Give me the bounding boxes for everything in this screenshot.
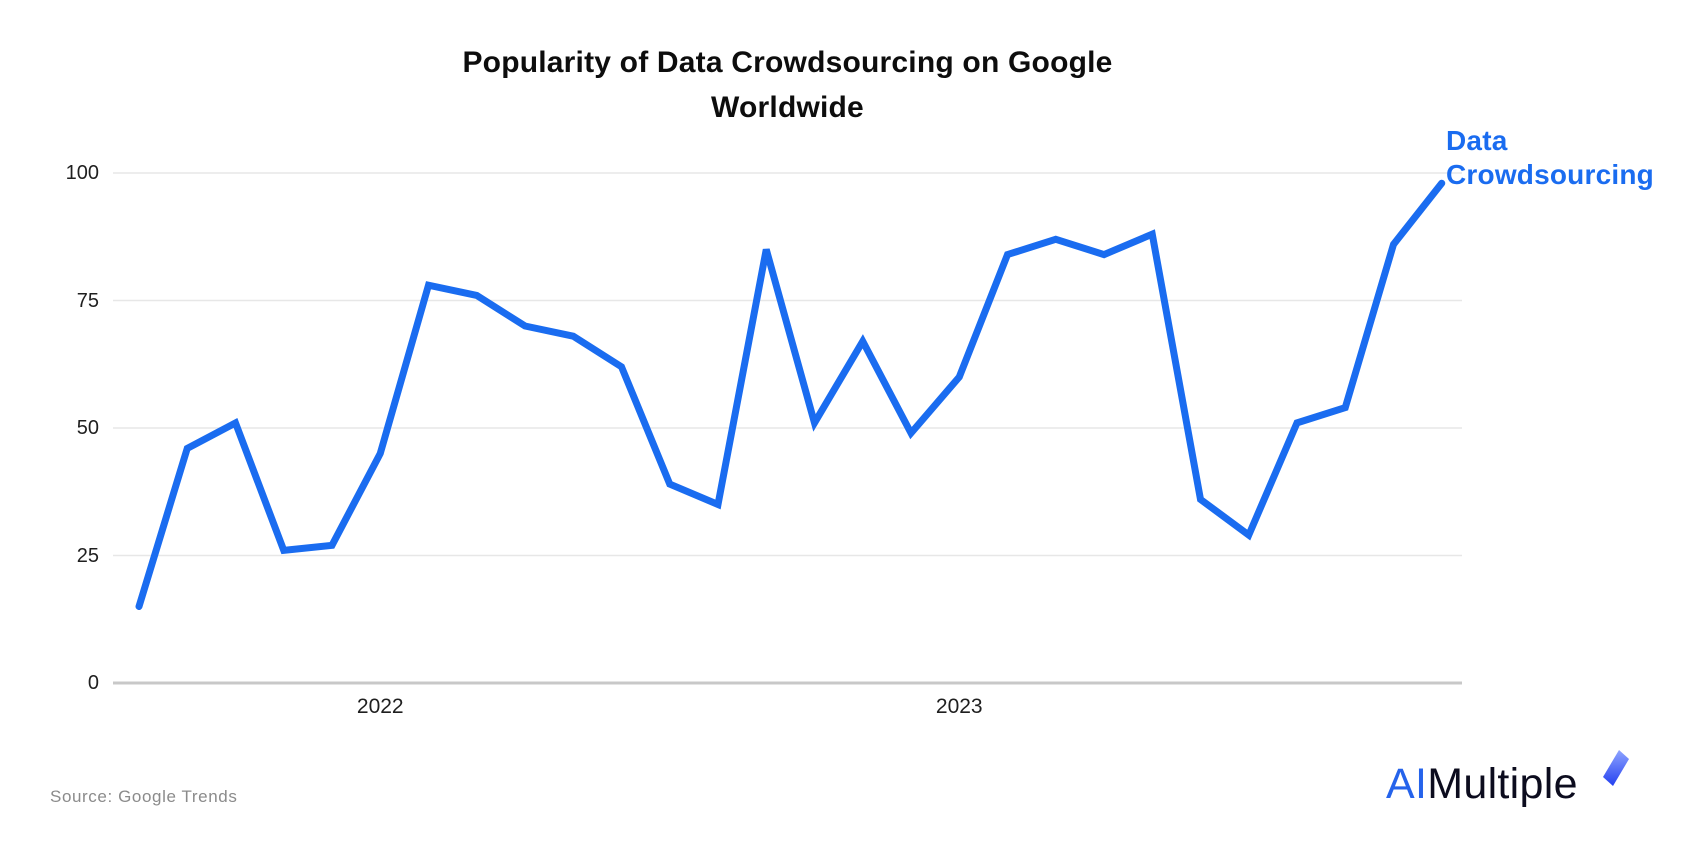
y-tick-label: 0 bbox=[87, 672, 99, 694]
x-tick-label: 2023 bbox=[935, 695, 983, 718]
logo-lightning-bolt-icon bbox=[1603, 750, 1629, 786]
x-tick-label: 2022 bbox=[356, 695, 404, 718]
source-caption: Source: Google Trends bbox=[50, 787, 238, 806]
legend-line1: Data bbox=[1446, 125, 1508, 156]
chart-title-line2: Worldwide bbox=[711, 91, 864, 124]
logo-text-ai: AI bbox=[1386, 760, 1428, 808]
brand-logo: AIMultiple bbox=[1386, 750, 1629, 812]
y-tick-label: 100 bbox=[65, 162, 99, 184]
logo-text-multiple: Multiple bbox=[1427, 760, 1578, 808]
series-legend: Data Crowdsourcing bbox=[1446, 124, 1654, 192]
y-tick-label: 75 bbox=[76, 289, 99, 312]
chart-title-line1: Popularity of Data Crowdsourcing on Goog… bbox=[462, 46, 1113, 79]
trend-line bbox=[135, 179, 1446, 610]
legend-line2: Crowdsourcing bbox=[1446, 159, 1654, 190]
y-tick-label: 50 bbox=[76, 417, 99, 439]
y-tick-label: 25 bbox=[76, 544, 99, 567]
chart-title: Popularity of Data Crowdsourcing on Goog… bbox=[113, 40, 1462, 130]
